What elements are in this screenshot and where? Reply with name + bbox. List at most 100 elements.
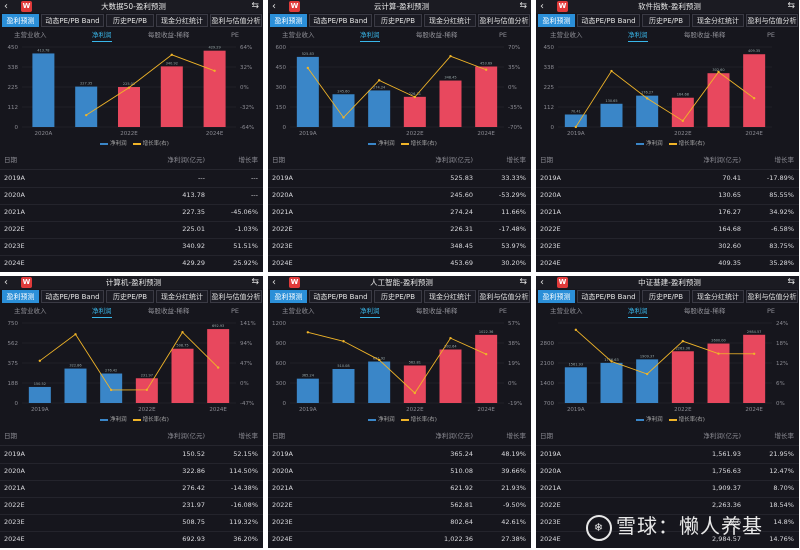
swap-icon[interactable]: ⇆ — [251, 277, 259, 287]
y2-tick-label: 0% — [240, 381, 249, 387]
legend-growth-swatch — [400, 418, 409, 421]
tab-4[interactable]: 盈利与估值分析 — [478, 14, 530, 27]
row-net-profit: 276.42 — [182, 484, 205, 492]
y2-tick-label: -47% — [240, 401, 254, 407]
tab-0[interactable]: 盈利预测 — [270, 14, 307, 27]
chevron-left-icon[interactable]: ‹ — [272, 1, 276, 12]
growth-line — [575, 70, 755, 128]
swap-icon[interactable]: ⇆ — [251, 1, 259, 11]
tab-1[interactable]: 动态PE/PB Band — [309, 14, 372, 27]
tab-2[interactable]: 历史PE/PB — [642, 290, 690, 303]
tab-0[interactable]: 盈利预测 — [538, 290, 575, 303]
tab-bar: 盈利预测 动态PE/PB Band 历史PE/PB 现金分红统计 盈利与估值分析 — [0, 14, 263, 27]
row-net-profit: 429.29 — [182, 259, 205, 267]
subtab-3[interactable]: PE — [231, 307, 240, 315]
tab-3[interactable]: 现金分红统计 — [424, 14, 476, 27]
subtab-1[interactable]: 净利润 — [628, 305, 648, 318]
subtab-0[interactable]: 主营业收入 — [14, 307, 47, 315]
swap-icon[interactable]: ⇆ — [519, 277, 527, 287]
tab-1[interactable]: 动态PE/PB Band — [41, 14, 104, 27]
subtab-0[interactable]: 主营业收入 — [550, 307, 583, 315]
tab-1[interactable]: 动态PE/PB Band — [309, 290, 372, 303]
row-growth: 18.54% — [769, 501, 794, 509]
row-growth: -17.89% — [766, 174, 794, 182]
tab-4[interactable]: 盈利与估值分析 — [478, 290, 530, 303]
subtab-1[interactable]: 净利润 — [628, 29, 648, 42]
tab-2[interactable]: 历史PE/PB — [642, 14, 690, 27]
tab-4[interactable]: 盈利与估值分析 — [746, 14, 798, 27]
subtab-1[interactable]: 净利润 — [360, 29, 380, 42]
tab-2[interactable]: 历史PE/PB — [106, 290, 154, 303]
tab-2[interactable]: 历史PE/PB — [374, 290, 422, 303]
chevron-left-icon[interactable]: ‹ — [4, 1, 8, 12]
tab-3[interactable]: 现金分红统计 — [424, 290, 476, 303]
row-date: 2021A — [272, 208, 293, 216]
table-row: 2019A 365.24 48.19% — [268, 446, 531, 464]
subtab-0[interactable]: 主营业收入 — [550, 31, 583, 39]
y-tick-label: 2100 — [540, 361, 554, 367]
growth-point — [413, 391, 417, 395]
y2-tick-label: 24% — [776, 321, 788, 327]
swap-icon[interactable]: ⇆ — [519, 1, 527, 11]
tab-0[interactable]: 盈利预测 — [538, 14, 575, 27]
tab-3[interactable]: 现金分红统计 — [692, 14, 744, 27]
bar-value-label: 302.60 — [712, 68, 724, 72]
tab-0[interactable]: 盈利预测 — [270, 290, 307, 303]
growth-point — [484, 68, 488, 71]
tab-3[interactable]: 现金分红统计 — [692, 290, 744, 303]
subtab-3[interactable]: PE — [767, 307, 776, 315]
row-growth: 52.15% — [233, 450, 258, 458]
table-row: 2020A 245.60 -53.29% — [268, 187, 531, 205]
bar-value-label: 276.42 — [105, 369, 117, 373]
growth-line — [575, 329, 755, 375]
tab-0[interactable]: 盈利预测 — [2, 290, 39, 303]
tab-bar: 盈利预测 动态PE/PB Band 历史PE/PB 现金分红统计 盈利与估值分析 — [536, 14, 799, 27]
y2-tick-label: -35% — [508, 105, 522, 111]
net-profit-chart: 24% 2800 18% 2100 12% 1400 6% 700 0% 1561.93 2019A… — [540, 321, 788, 413]
subtab-3[interactable]: PE — [231, 31, 240, 39]
subtab-2[interactable]: 每股收益-稀释 — [148, 31, 190, 39]
subtab-2[interactable]: 每股收益-稀释 — [416, 31, 458, 39]
tab-4[interactable]: 盈利与估值分析 — [210, 14, 262, 27]
subtab-3[interactable]: PE — [499, 31, 508, 39]
subtab-1[interactable]: 净利润 — [360, 305, 380, 318]
table-row: 2020A 130.65 85.55% — [536, 187, 799, 205]
chevron-left-icon[interactable]: ‹ — [4, 277, 8, 288]
row-net-profit: 70.41 — [722, 174, 741, 182]
chevron-left-icon[interactable]: ‹ — [540, 1, 544, 12]
chevron-left-icon[interactable]: ‹ — [540, 277, 544, 288]
y-tick-label: 0 — [551, 125, 555, 131]
table-row: 2022E 2,263.36 18.54% — [536, 497, 799, 515]
tab-1[interactable]: 动态PE/PB Band — [577, 14, 640, 27]
growth-point — [306, 331, 310, 334]
tab-0[interactable]: 盈利预测 — [2, 14, 39, 27]
subtab-0[interactable]: 主营业收入 — [14, 31, 47, 39]
tab-3[interactable]: 现金分红统计 — [156, 290, 208, 303]
tab-2[interactable]: 历史PE/PB — [106, 14, 154, 27]
table-header: 日期 净利润(亿元) 增长率 — [536, 427, 799, 446]
row-growth: 21.93% — [501, 484, 526, 492]
growth-point — [342, 116, 345, 119]
tab-4[interactable]: 盈利与估值分析 — [210, 290, 262, 303]
tab-4[interactable]: 盈利与估值分析 — [746, 290, 798, 303]
subtab-1[interactable]: 净利润 — [92, 29, 112, 42]
subtab-3[interactable]: PE — [499, 307, 508, 315]
tab-3[interactable]: 现金分红统计 — [156, 14, 208, 27]
swap-icon[interactable]: ⇆ — [787, 1, 795, 11]
subtab-0[interactable]: 主营业收入 — [282, 31, 315, 39]
subtab-1[interactable]: 净利润 — [92, 305, 112, 318]
subtab-2[interactable]: 每股收益-稀释 — [416, 307, 458, 315]
tab-1[interactable]: 动态PE/PB Band — [577, 290, 640, 303]
tab-2[interactable]: 历史PE/PB — [374, 14, 422, 27]
chevron-left-icon[interactable]: ‹ — [272, 277, 276, 288]
subtab-2[interactable]: 每股收益-稀释 — [684, 307, 726, 315]
subtab-0[interactable]: 主营业收入 — [282, 307, 315, 315]
tab-1[interactable]: 动态PE/PB Band — [41, 290, 104, 303]
row-growth: 42.61% — [501, 518, 526, 526]
bar-value-label: 340.92 — [166, 61, 178, 65]
panel-title: 软件指数-盈利预测 — [638, 2, 701, 11]
subtab-2[interactable]: 每股收益-稀释 — [148, 307, 190, 315]
swap-icon[interactable]: ⇆ — [787, 277, 795, 287]
subtab-3[interactable]: PE — [767, 31, 776, 39]
subtab-2[interactable]: 每股收益-稀释 — [684, 31, 726, 39]
